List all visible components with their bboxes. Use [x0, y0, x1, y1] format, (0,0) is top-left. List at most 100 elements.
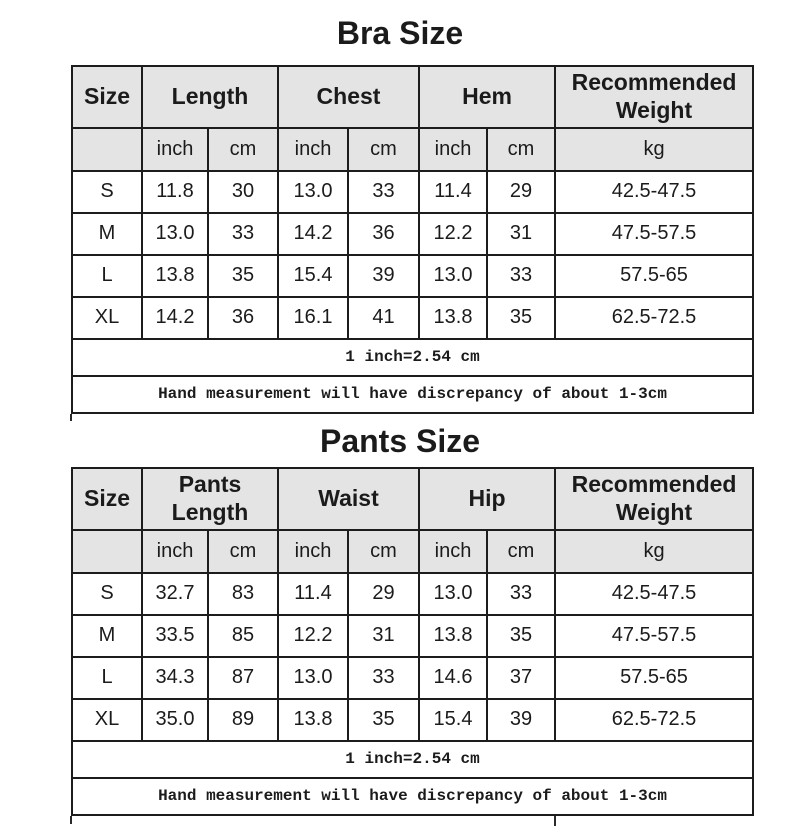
value-cell: 14.2: [277, 211, 349, 256]
size-chart-page: { "colors": { "page_background": "#fffff…: [70, 15, 755, 826]
value-cell: 85: [206, 613, 280, 658]
value-cell: 33: [485, 253, 557, 298]
value-cell: 41: [347, 295, 420, 340]
unit-header: inch: [141, 528, 209, 574]
weight-cell: 62.5-72.5: [554, 697, 755, 742]
table-header-row: Size Length Chest Hem Recommended Weight: [71, 64, 755, 129]
note-row: 1 inch=2.54 cm: [70, 337, 755, 377]
value-cell: 13.0: [418, 253, 488, 298]
value-cell: 13.8: [141, 253, 209, 298]
bra-size-table: Size Length Chest Hem Recommended Weight…: [70, 64, 755, 414]
value-cell: 39: [486, 697, 557, 742]
value-cell: 33.5: [141, 613, 209, 658]
value-cell: 13.8: [418, 613, 489, 658]
unit-header: inch: [418, 528, 489, 574]
value-cell: 33: [347, 655, 421, 700]
pants-size-table: Size Pants Length Waist Hip Recommended …: [70, 466, 755, 816]
value-cell: 11.4: [277, 571, 350, 616]
value-cell: 29: [485, 169, 557, 214]
size-cell: S: [71, 169, 143, 214]
column-header-size: Size: [71, 64, 143, 129]
unit-header: inch: [277, 528, 350, 574]
unit-header-blank: [71, 126, 143, 172]
size-cell: XL: [71, 697, 143, 742]
table-row: XL 14.2 36 16.1 41 13.8 35 62.5-72.5: [71, 295, 755, 340]
unit-header-row: inch cm inch cm inch cm kg: [71, 528, 755, 574]
weight-cell: 42.5-47.5: [554, 169, 755, 214]
bra-size-title: Bra Size: [336, 15, 464, 51]
value-cell: 11.8: [141, 169, 209, 214]
column-header-hip: Hip: [418, 466, 557, 531]
column-header-pants-length: Pants Length: [140, 466, 280, 531]
unit-header: inch: [418, 126, 488, 172]
value-cell: 32.7: [141, 571, 209, 616]
value-cell: 15.4: [418, 697, 489, 742]
value-cell: 33: [207, 211, 279, 256]
table-row: L 13.8 35 15.4 39 13.0 33 57.5-65: [71, 253, 755, 298]
cropped-row-artifact: [70, 413, 72, 421]
value-cell: 13.0: [277, 655, 350, 700]
pants-size-title: Pants Size: [319, 422, 481, 459]
weight-cell: 62.5-72.5: [554, 295, 755, 340]
unit-header: inch: [141, 126, 209, 172]
value-cell: 12.2: [277, 613, 350, 658]
value-cell: 13.0: [418, 571, 489, 616]
weight-cell: 57.5-65: [554, 655, 755, 700]
value-cell: 35: [207, 253, 279, 298]
unit-header: kg: [554, 126, 755, 172]
weight-cell: 47.5-57.5: [554, 211, 755, 256]
value-cell: 14.2: [141, 295, 209, 340]
value-cell: 31: [485, 211, 557, 256]
unit-header-blank: [71, 528, 143, 574]
size-cell: L: [71, 253, 143, 298]
unit-header: cm: [485, 126, 557, 172]
value-cell: 13.8: [277, 697, 350, 742]
size-cell: M: [71, 613, 143, 658]
value-cell: 83: [206, 571, 280, 616]
column-header-recommended-weight: Recommended Weight: [554, 64, 755, 129]
value-cell: 37: [486, 655, 557, 700]
table-row: S 32.7 83 11.4 29 13.0 33 42.5-47.5: [71, 571, 755, 616]
value-cell: 35.0: [141, 697, 209, 742]
table-row: S 11.8 30 13.0 33 11.4 29 42.5-47.5: [71, 169, 755, 214]
column-header-length: Length: [141, 64, 279, 129]
column-header-hem: Hem: [417, 64, 557, 129]
value-cell: 12.2: [418, 211, 488, 256]
column-header-recommended-weight: Recommended Weight: [554, 466, 755, 531]
size-cell: L: [71, 655, 143, 700]
unit-header: inch: [277, 126, 349, 172]
bra-size-section: Bra Size Size Length Chest Hem Recommend…: [70, 15, 755, 421]
value-cell: 33: [347, 169, 420, 214]
unit-header: kg: [554, 528, 755, 574]
unit-header-row: inch cm inch cm inch cm kg: [71, 126, 755, 172]
unit-header: cm: [207, 126, 279, 172]
column-header-chest: Chest: [277, 64, 420, 129]
table-row: XL 35.0 89 13.8 35 15.4 39 62.5-72.5: [71, 697, 755, 742]
value-cell: 15.4: [277, 253, 349, 298]
discrepancy-note: Hand measurement will have discrepancy o…: [70, 374, 755, 414]
value-cell: 39: [347, 253, 420, 298]
value-cell: 36: [207, 295, 279, 340]
value-cell: 35: [485, 295, 557, 340]
value-cell: 29: [347, 571, 421, 616]
size-cell: M: [71, 211, 143, 256]
column-header-size: Size: [71, 466, 143, 531]
conversion-note: 1 inch=2.54 cm: [70, 337, 755, 377]
pants-size-section: Pants Size Size Pants Length Waist Hip R…: [0, 414, 800, 826]
table-row: M 33.5 85 12.2 31 13.8 35 47.5-57.5: [71, 613, 755, 658]
cropped-row-artifact: [554, 815, 556, 826]
unit-header: cm: [206, 528, 280, 574]
cropped-row-artifact: [70, 815, 72, 824]
weight-cell: 42.5-47.5: [554, 571, 755, 616]
unit-header: cm: [486, 528, 557, 574]
value-cell: 31: [347, 613, 421, 658]
note-row: Hand measurement will have discrepancy o…: [70, 776, 755, 816]
value-cell: 11.4: [418, 169, 488, 214]
value-cell: 13.0: [141, 211, 209, 256]
value-cell: 16.1: [277, 295, 349, 340]
value-cell: 33: [486, 571, 557, 616]
column-header-waist: Waist: [277, 466, 421, 531]
value-cell: 30: [207, 169, 279, 214]
table-row: M 13.0 33 14.2 36 12.2 31 47.5-57.5: [71, 211, 755, 256]
value-cell: 36: [347, 211, 420, 256]
